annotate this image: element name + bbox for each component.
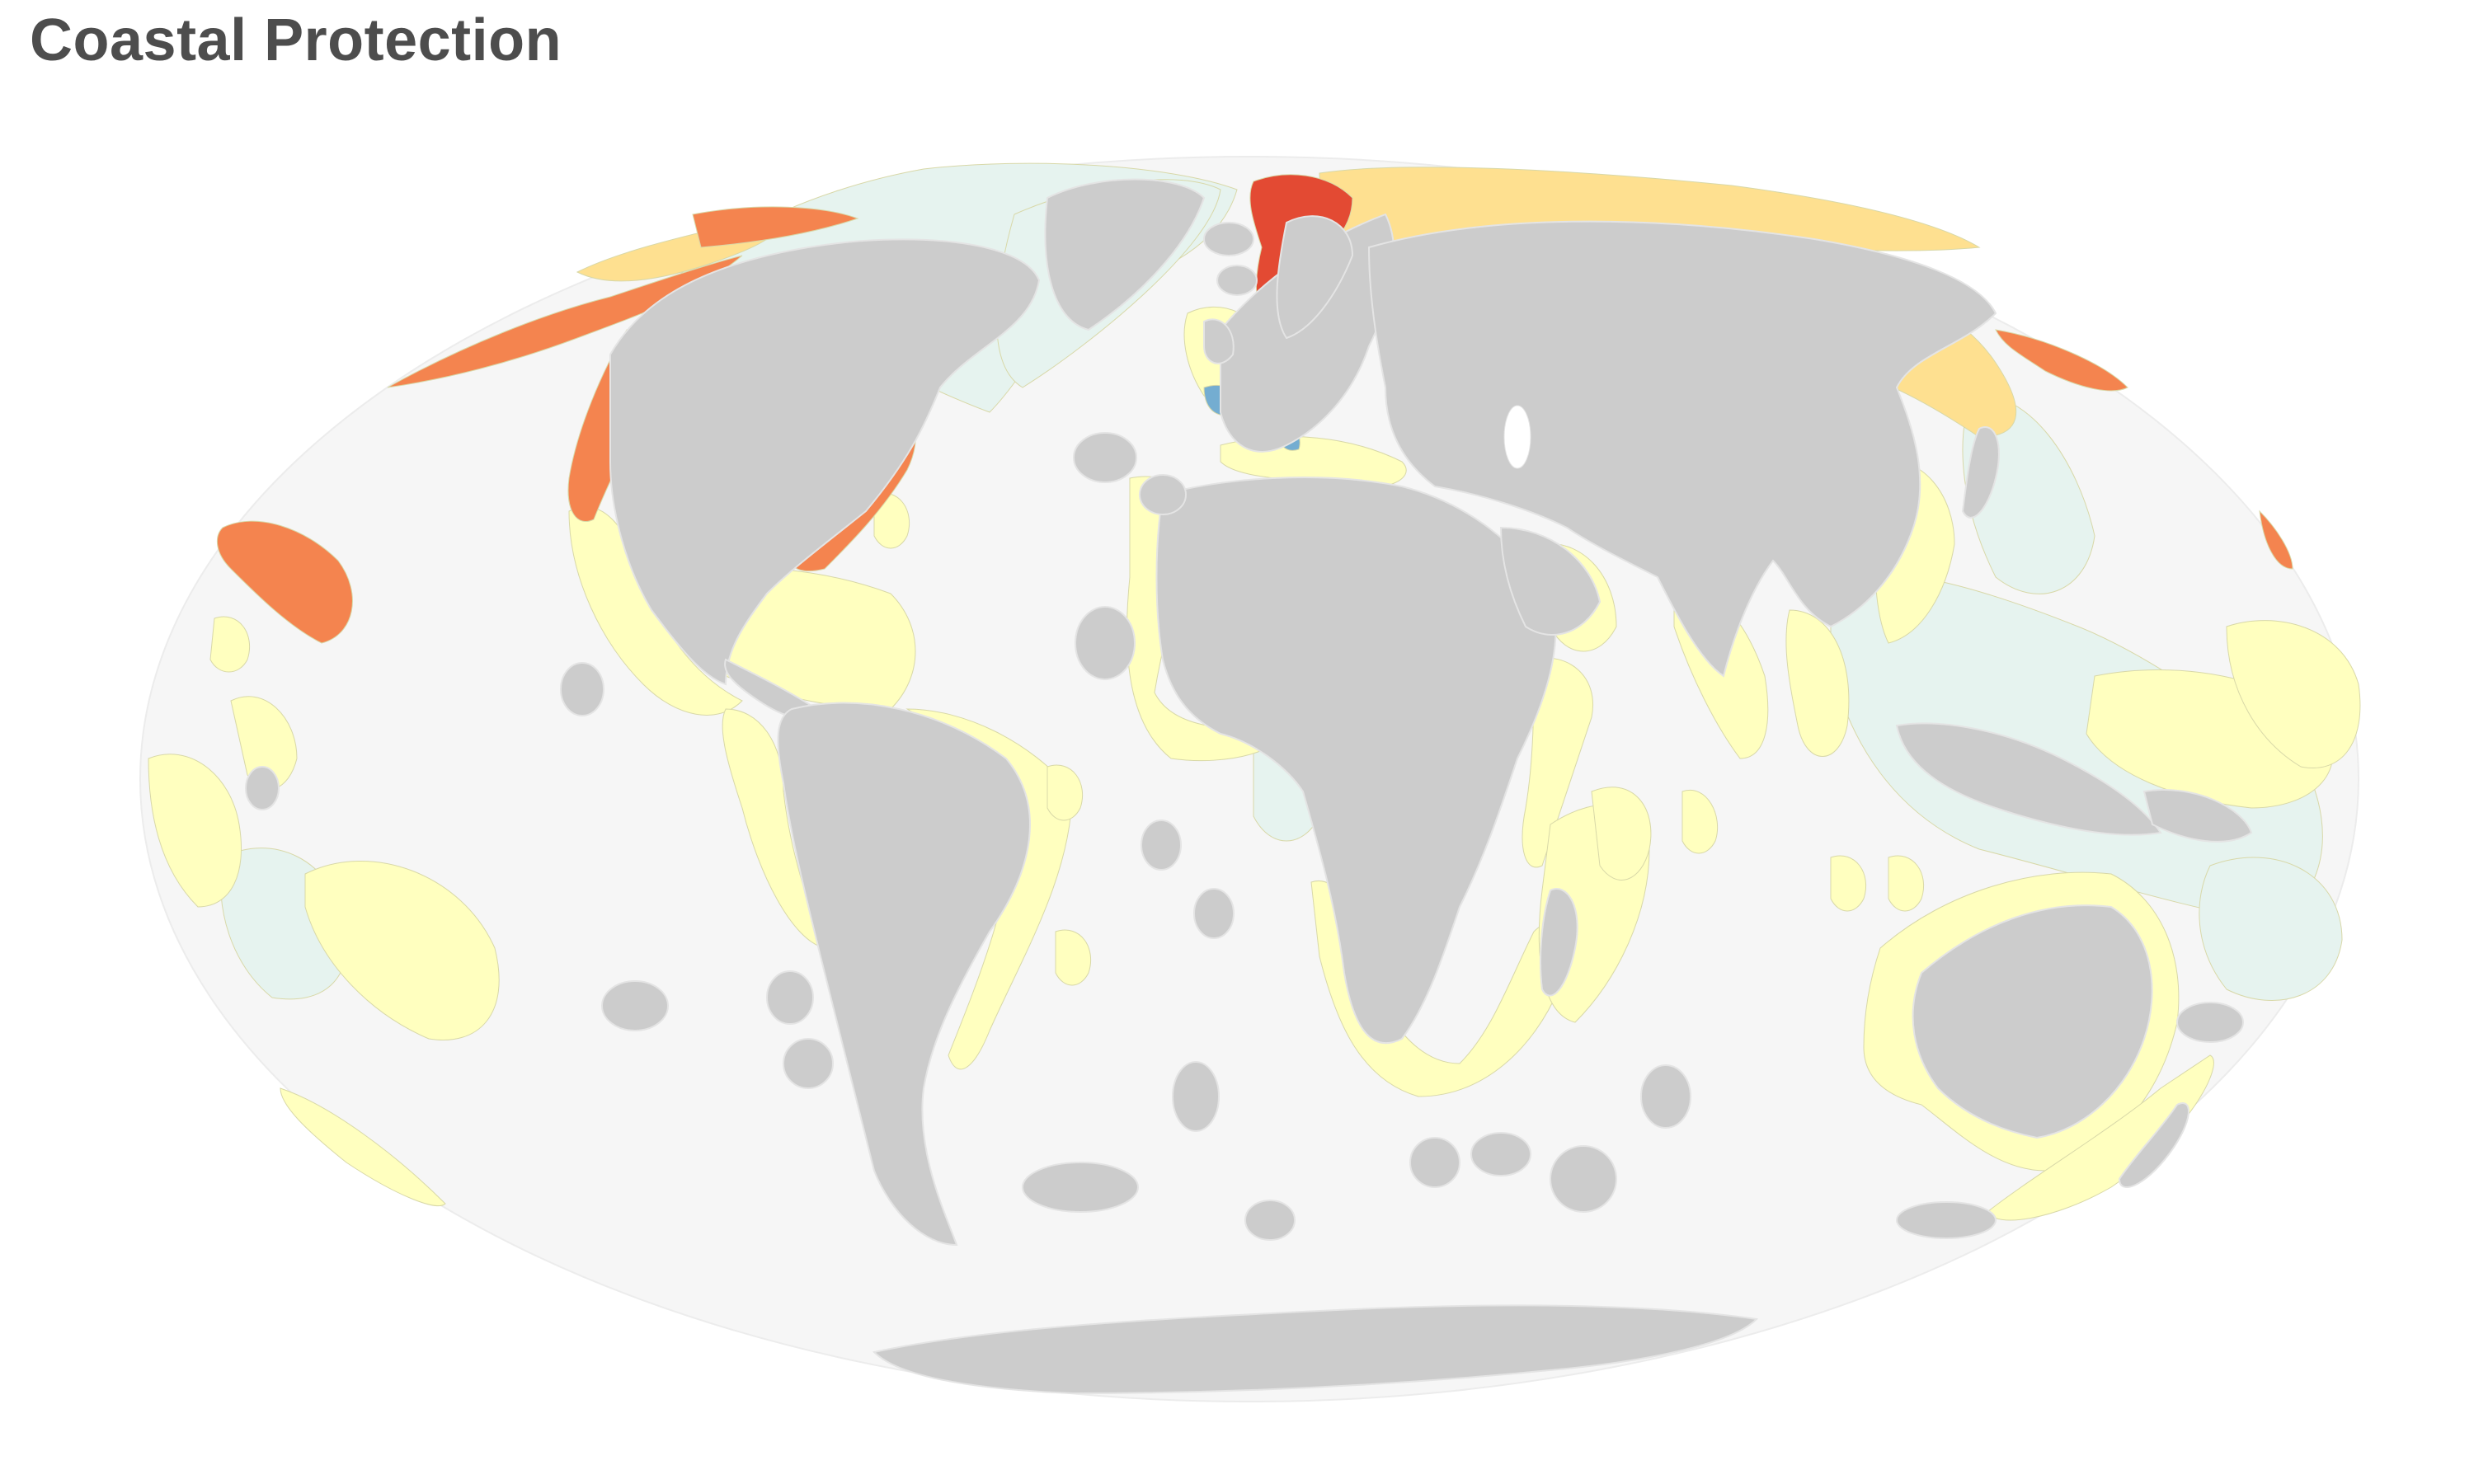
island-cape-verde (1075, 606, 1136, 680)
island-juan-fernandez (601, 980, 669, 1031)
land-scandinavia (1276, 215, 1354, 340)
island-bear (1216, 265, 1258, 296)
island-tristan (1409, 1137, 1460, 1188)
eez-south-pacific-tail (280, 1087, 446, 1207)
island-canaries (1139, 474, 1187, 515)
eez-pacific-far-east-edge (2259, 510, 2293, 570)
land-africa (1155, 477, 1557, 1045)
eez-atlantic-island-3 (1055, 929, 1092, 986)
island-falklands (766, 970, 814, 1025)
island-easter (245, 766, 280, 810)
eez-bay-of-bengal (1785, 609, 1850, 757)
map-title: Coastal Protection (30, 7, 562, 73)
island-kerguelen (1640, 1064, 1691, 1129)
eez-hawaii (216, 520, 353, 644)
eez-atlantic-island-1 (873, 492, 910, 549)
island-bouvet (1244, 1200, 1296, 1241)
land-uk (1203, 318, 1235, 364)
island-crozet (1550, 1145, 1617, 1213)
eez-alaska (387, 255, 743, 388)
land-masses (609, 178, 2253, 1395)
island-jan-mayen (1203, 222, 1254, 256)
eez-melanesia (2199, 857, 2343, 1001)
island-patagonia-off (783, 1038, 834, 1089)
island-galapagos (560, 662, 604, 716)
lakes (1503, 405, 1531, 469)
caspian-sea (1503, 405, 1531, 469)
eez-kamchatka (1995, 329, 2128, 392)
land-antarctica (872, 1304, 1759, 1395)
land-australia (1912, 904, 2153, 1139)
eez-indian-island-1 (1830, 855, 1867, 912)
island-south-georgia (1022, 1162, 1139, 1213)
island-macquarie (2176, 1002, 2244, 1043)
land-new-guinea (2142, 789, 2253, 843)
land-north-america (609, 238, 1041, 686)
eez-indian-island-3 (1681, 789, 1719, 854)
eez-indian-island-2 (1888, 855, 1925, 912)
land-arabia (1499, 526, 1602, 636)
land-greenland (1044, 178, 1206, 331)
land-south-america (777, 702, 1031, 1247)
eez-french-polynesia (304, 861, 500, 1040)
eez-hawaii-west-island (209, 616, 251, 673)
land-indonesia (1895, 722, 2162, 836)
eez-pacific-islands-far-east (2226, 620, 2361, 768)
eez-east-africa (1522, 657, 1593, 868)
eez-pacific-west-band (148, 754, 242, 908)
island-sandwich (1172, 1061, 1220, 1132)
eez-new-zealand (1987, 1054, 2214, 1221)
land-asia (1367, 220, 1997, 678)
land-new-zealand (2118, 1102, 2189, 1188)
island-southern-ocean (1896, 1201, 1997, 1239)
eez-alaska-arc (692, 206, 859, 248)
island-ascension (1193, 888, 1235, 939)
eez-atlantic-island-2 (1047, 764, 1084, 821)
island-marion (1470, 1132, 1531, 1176)
eez-indian-ocean-islands (1591, 787, 1652, 881)
island-st-helena (1141, 819, 1182, 871)
no-data-islands (245, 222, 2244, 1241)
land-japan (1961, 426, 2000, 519)
island-azores (1073, 432, 1137, 483)
land-madagascar (1540, 888, 1578, 997)
